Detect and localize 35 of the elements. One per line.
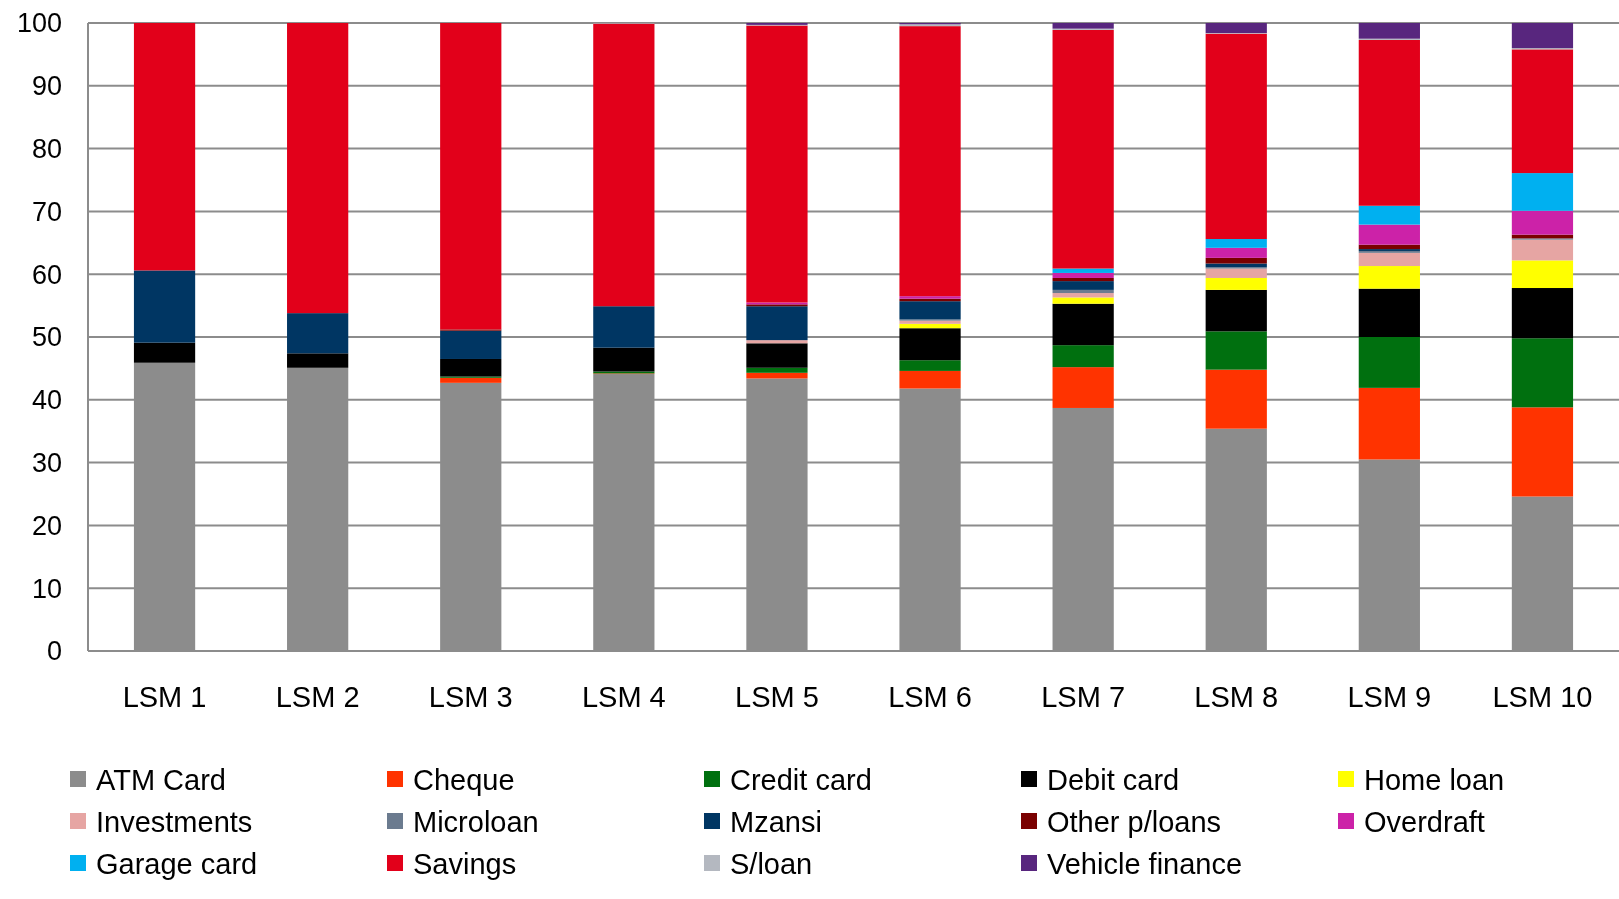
y-tick-label: 90 (31, 71, 62, 102)
x-tick-label: LSM 4 (581, 681, 666, 713)
legend-label: ATM Card (96, 764, 226, 797)
x-tick-label: LSM 1 (122, 681, 207, 713)
y-tick-label: 70 (31, 196, 62, 227)
y-tick-label: 40 (31, 385, 62, 416)
x-tick-label: LSM 9 (1347, 681, 1432, 713)
x-tick-label: LSM 6 (888, 681, 972, 713)
legend-label: S/loan (730, 848, 813, 881)
y-tick-label: 60 (31, 259, 62, 290)
y-tick-label: 20 (31, 510, 62, 541)
y-tick-label: 0 (46, 636, 62, 667)
legend-label: Investments (96, 806, 253, 839)
y-tick-label: 30 (31, 448, 62, 479)
legend-label: Debit card (1047, 764, 1180, 797)
x-tick-label: LSM 3 (428, 681, 513, 713)
legend-label: Vehicle finance (1047, 848, 1243, 881)
legend-label: Overdraft (1364, 806, 1485, 839)
x-tick-label: LSM 10 (1492, 681, 1593, 713)
y-tick-label: 80 (31, 134, 62, 165)
x-tick-label: LSM 8 (1194, 681, 1279, 713)
legend-label: Mzansi (730, 806, 822, 839)
x-tick-label: LSM 7 (1041, 681, 1126, 713)
y-tick-label: 10 (31, 573, 62, 604)
y-tick-label: 50 (31, 322, 62, 353)
legend-label: Home loan (1364, 764, 1505, 797)
legend-label: Savings (413, 848, 517, 881)
y-tick-label: 100 (16, 8, 62, 39)
x-tick-label: LSM 2 (275, 681, 360, 713)
legend-label: Other p/loans (1047, 806, 1222, 839)
legend-label: Garage card (96, 848, 258, 881)
legend-label: Cheque (413, 764, 515, 797)
legend-label: Microloan (413, 806, 539, 839)
x-tick-label: LSM 5 (735, 681, 819, 713)
legend-label: Credit card (730, 764, 872, 797)
